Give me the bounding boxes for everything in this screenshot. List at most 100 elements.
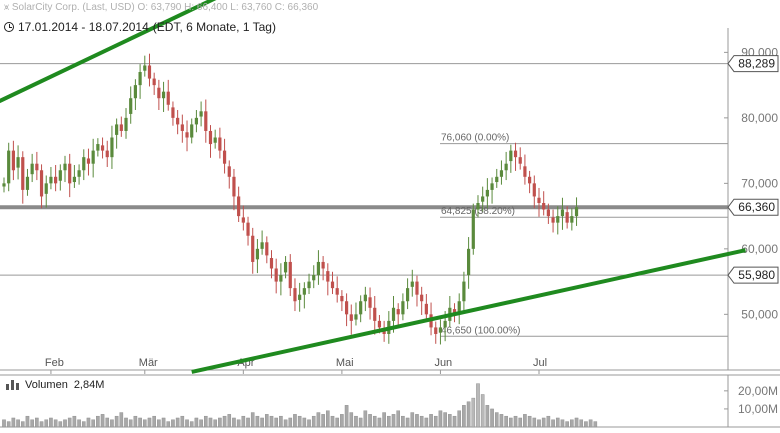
volume-bar — [35, 417, 39, 428]
volume-bar — [471, 397, 476, 428]
volume-bar — [476, 383, 480, 428]
volume-bar — [53, 419, 58, 428]
volume-bar — [452, 415, 457, 428]
volume-bar — [377, 417, 382, 428]
volume-bar — [119, 412, 124, 428]
volume-bar — [419, 415, 424, 428]
price-tag-box — [727, 266, 779, 284]
volume-bar — [128, 419, 133, 428]
volume-bar — [161, 417, 166, 428]
candle-body — [96, 144, 100, 151]
clock-icon — [4, 22, 14, 32]
volume-bar — [72, 415, 77, 428]
volume-bar — [593, 421, 598, 428]
candle-body — [68, 163, 72, 184]
candle-body — [30, 163, 34, 175]
volume-bar — [283, 419, 288, 428]
candle-body — [133, 85, 138, 99]
candle-body — [349, 314, 353, 321]
volume-bar — [340, 414, 344, 428]
candle-body — [462, 281, 466, 302]
volume-bar — [448, 414, 452, 428]
volume-bar — [382, 412, 386, 428]
candle-body — [415, 281, 419, 295]
volume-bar — [541, 417, 546, 428]
candle-body — [391, 307, 396, 321]
volume-bar — [67, 417, 72, 428]
candle-body — [180, 124, 184, 131]
candle-body — [368, 297, 372, 308]
candle-body — [373, 307, 377, 321]
date-range-row[interactable]: 17.01.2014 - 18.07.2014 (EDT, 6 Monate, … — [4, 20, 276, 34]
candle-body — [213, 137, 217, 143]
volume-bar — [293, 414, 297, 428]
volume-bar — [588, 419, 593, 428]
x-tick-label: Feb — [45, 357, 64, 369]
candle-body — [54, 176, 58, 184]
volume-bar — [77, 419, 81, 428]
candle-body — [246, 222, 250, 236]
volume-bar — [185, 419, 189, 428]
volume-bar — [391, 414, 396, 428]
candle-body — [161, 91, 166, 99]
volume-bar — [288, 417, 293, 428]
candle-body — [490, 183, 494, 190]
volume-bar — [424, 417, 429, 428]
candle-body — [58, 170, 62, 181]
candle-body — [138, 72, 142, 86]
volume-bar — [574, 417, 579, 428]
volume-bar — [396, 410, 401, 428]
volume-bar — [485, 405, 490, 428]
price-tag: 55,980 — [727, 266, 779, 284]
volume-bar — [494, 412, 499, 428]
candle-body — [124, 117, 128, 131]
candle-body — [330, 281, 335, 289]
volume-bar — [579, 419, 584, 428]
candle-body — [283, 261, 288, 273]
volume-bar — [39, 421, 44, 428]
candle-body — [199, 111, 203, 117]
candle-body — [354, 314, 358, 320]
candle-body — [410, 281, 414, 287]
candle-body — [316, 261, 321, 276]
candle-body — [16, 157, 20, 168]
candle-body — [86, 158, 91, 164]
volume-bar — [462, 405, 466, 428]
candle-body — [528, 176, 532, 184]
candle-body — [560, 209, 565, 217]
volume-bar — [466, 401, 471, 428]
volume-bar — [433, 415, 438, 428]
volume-bar — [110, 419, 114, 428]
volume-bar — [321, 414, 325, 428]
volume-bar — [166, 421, 171, 428]
candle-body — [466, 248, 471, 276]
volume-bar — [124, 417, 128, 428]
candle-body — [551, 217, 555, 223]
candle-body — [237, 196, 241, 217]
volume-bar — [138, 417, 142, 428]
volume-bar — [255, 415, 260, 428]
candle-body — [321, 261, 325, 269]
candle-body — [166, 91, 170, 105]
candle-body — [2, 183, 6, 187]
volume-tick-label: 10,00M — [738, 402, 778, 416]
volume-bar — [551, 419, 555, 428]
candle-body — [218, 137, 222, 151]
volume-bar — [227, 414, 232, 428]
candle-body — [143, 65, 147, 71]
volume-bar — [513, 415, 518, 428]
candle-body — [438, 327, 443, 333]
candle-body — [288, 261, 292, 289]
candle-body — [485, 189, 489, 197]
candle-body — [340, 295, 344, 302]
candle-body — [499, 170, 504, 177]
candle-body — [91, 150, 95, 164]
candle-body — [405, 288, 410, 302]
volume-tick-label: 20,00M — [738, 384, 778, 398]
candle-body — [495, 176, 499, 183]
candle-body — [481, 196, 485, 202]
candle-body — [335, 288, 339, 295]
volume-bar — [25, 415, 30, 428]
candle-body — [194, 117, 199, 125]
volume-bar — [302, 417, 307, 428]
